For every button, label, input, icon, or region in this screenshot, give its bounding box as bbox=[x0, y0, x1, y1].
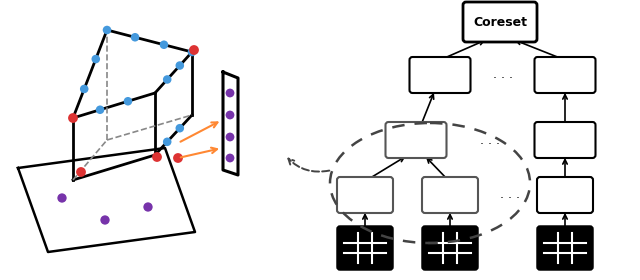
Point bbox=[76, 170, 86, 174]
Point bbox=[189, 48, 199, 52]
Point bbox=[225, 156, 235, 160]
Point bbox=[91, 57, 101, 61]
Point bbox=[68, 116, 78, 120]
FancyBboxPatch shape bbox=[385, 122, 447, 158]
Point bbox=[175, 126, 185, 130]
FancyBboxPatch shape bbox=[538, 227, 592, 269]
Point bbox=[102, 28, 112, 32]
FancyBboxPatch shape bbox=[534, 57, 595, 93]
Point bbox=[123, 99, 133, 104]
Point bbox=[173, 156, 183, 160]
Point bbox=[175, 63, 185, 68]
Point bbox=[100, 218, 110, 222]
Text: . . .: . . . bbox=[500, 241, 520, 255]
FancyBboxPatch shape bbox=[537, 177, 593, 213]
FancyBboxPatch shape bbox=[337, 177, 393, 213]
FancyBboxPatch shape bbox=[410, 57, 470, 93]
Point bbox=[159, 43, 169, 47]
Point bbox=[95, 108, 105, 112]
Text: Coreset: Coreset bbox=[473, 15, 527, 29]
Text: . . .: . . . bbox=[480, 134, 500, 146]
Point bbox=[162, 139, 172, 144]
Point bbox=[143, 205, 153, 209]
Point bbox=[79, 87, 90, 91]
Text: . . .: . . . bbox=[493, 69, 513, 81]
FancyBboxPatch shape bbox=[534, 122, 595, 158]
FancyBboxPatch shape bbox=[338, 227, 392, 269]
Point bbox=[130, 35, 140, 39]
Point bbox=[225, 113, 235, 117]
Point bbox=[152, 155, 162, 159]
Point bbox=[162, 77, 172, 82]
FancyBboxPatch shape bbox=[423, 227, 477, 269]
FancyBboxPatch shape bbox=[463, 2, 537, 42]
Point bbox=[225, 91, 235, 95]
Point bbox=[225, 135, 235, 139]
FancyBboxPatch shape bbox=[422, 177, 478, 213]
Text: . . .: . . . bbox=[500, 188, 520, 202]
Point bbox=[187, 50, 197, 54]
Point bbox=[57, 196, 67, 200]
